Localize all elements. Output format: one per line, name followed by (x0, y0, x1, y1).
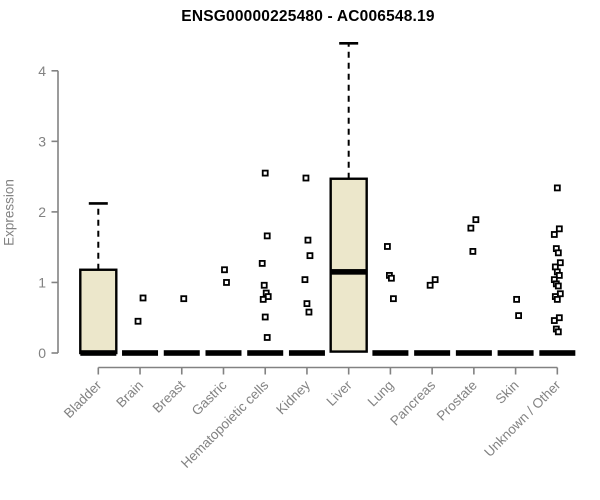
x-tick-label: Pancreas (387, 377, 438, 428)
outlier-point (467, 224, 475, 232)
outlier-point (554, 328, 562, 336)
outlier-point (263, 232, 271, 240)
outlier-point (301, 276, 309, 284)
outlier-point (302, 174, 310, 182)
outlier-point (261, 313, 269, 321)
outlier-point (553, 184, 561, 192)
median-line (80, 350, 117, 356)
outlier-point (515, 312, 522, 320)
y-tick-label: 4 (38, 63, 46, 79)
outlier-point (550, 317, 558, 324)
outlier-point (554, 282, 562, 290)
outlier-point (304, 236, 312, 244)
outlier-point (303, 300, 311, 308)
median-line (455, 350, 492, 356)
outlier-point (388, 274, 395, 282)
median-line (330, 269, 367, 275)
outlier-point (259, 295, 267, 303)
x-tick-label: Breast (150, 377, 188, 415)
median-line (497, 350, 534, 356)
x-tick-label: Gastric (189, 377, 230, 418)
median-line (122, 350, 159, 356)
outlier-point (261, 169, 269, 177)
outlier-point (554, 249, 562, 257)
x-tick-label: Liver (324, 377, 356, 409)
median-line (372, 350, 409, 356)
outlier-point (472, 216, 480, 224)
outlier-point (555, 271, 563, 279)
x-tick-label: Brain (113, 378, 146, 411)
x-tick-label: Bladder (61, 377, 105, 421)
outlier-point (384, 243, 391, 250)
outlier-point (221, 266, 228, 274)
outlier-point (555, 225, 563, 233)
x-tick-label: Unknown / Other (481, 377, 564, 460)
y-tick-label: 1 (38, 274, 46, 290)
y-tick-label: 2 (38, 204, 46, 220)
outlier-point (263, 334, 271, 341)
outlier-point (556, 259, 564, 267)
median-line (288, 350, 325, 356)
outlier-point (426, 281, 434, 289)
outlier-point (180, 295, 188, 303)
outlier-point (258, 260, 266, 267)
chart-title: ENSG00000225480 - AC006548.19 (181, 8, 435, 25)
outlier-point (260, 281, 268, 289)
median-line (163, 350, 200, 356)
x-tick-label: Kidney (273, 377, 313, 417)
box (329, 177, 368, 353)
outlier-point (305, 308, 313, 316)
median-line (414, 350, 451, 356)
outlier-point (390, 295, 397, 303)
median-line (247, 350, 284, 356)
outlier-point (431, 276, 439, 284)
outlier-point (134, 317, 142, 325)
median-line (205, 350, 242, 356)
outlier-point (223, 279, 230, 286)
outlier-point (469, 248, 477, 255)
x-tick-label: Lung (365, 378, 397, 410)
outlier-point (513, 295, 520, 303)
outlier-point (550, 231, 558, 238)
y-tick-label: 0 (38, 345, 46, 361)
outlier-point (306, 252, 314, 260)
outlier-point (139, 294, 147, 302)
box (79, 268, 118, 355)
x-tick-label: Skin (493, 378, 522, 407)
x-tick-label: Prostate (434, 378, 480, 424)
y-tick-label: 3 (38, 133, 46, 149)
outlier-point (553, 295, 561, 303)
median-line (539, 350, 576, 356)
